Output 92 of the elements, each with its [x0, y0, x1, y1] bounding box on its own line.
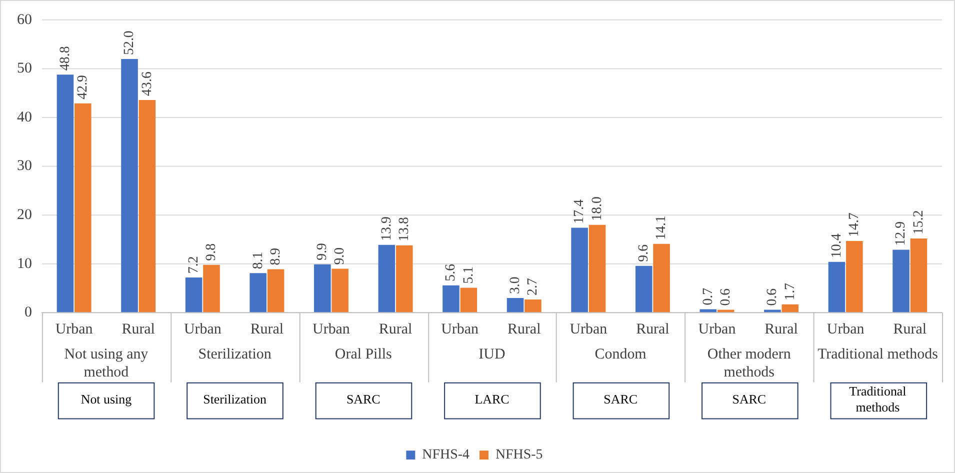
x-tick-label: Rural — [122, 322, 155, 338]
data-label: 9.8 — [204, 243, 220, 261]
data-label: 9.6 — [636, 244, 652, 262]
bar — [524, 300, 542, 312]
bar — [396, 245, 413, 312]
legend-label: NFHS-5 — [495, 448, 543, 463]
data-label: 13.9 — [379, 216, 394, 241]
text: SARC — [346, 392, 380, 407]
bar — [56, 74, 74, 312]
x-tick-label: Rural — [893, 322, 926, 338]
bar — [460, 288, 478, 312]
bar — [378, 244, 396, 312]
y-tick-label: 30 — [16, 158, 32, 174]
bar — [588, 224, 606, 312]
data-label: 52.0 — [122, 30, 138, 55]
y-tick-label: 10 — [16, 256, 32, 272]
x-tick-label: Urban — [570, 322, 608, 338]
bar — [782, 304, 799, 312]
bar — [653, 244, 670, 312]
data-label: 3.0 — [508, 276, 523, 294]
x-tick-label: Urban — [184, 322, 222, 338]
data-label: 18.0 — [590, 196, 605, 221]
data-label: 15.2 — [911, 210, 926, 235]
data-label: 0.6 — [765, 288, 780, 306]
bar — [442, 285, 460, 312]
x-tick-label: Rural — [764, 322, 798, 338]
text: Other modern methods — [707, 346, 792, 380]
data-label: 12.9 — [894, 221, 909, 246]
data-label: 43.6 — [140, 72, 155, 96]
x-tick-label: Urban — [55, 322, 94, 338]
data-label: 8.9 — [268, 248, 284, 266]
bar — [717, 310, 734, 312]
text: SARC — [732, 392, 766, 407]
data-label: 9.0 — [332, 247, 348, 265]
bar — [892, 250, 910, 312]
bar — [635, 266, 652, 312]
data-label: 8.1 — [250, 252, 266, 270]
text: Not using — [80, 392, 132, 407]
y-tick-label: 60 — [16, 12, 32, 28]
data-label: 42.9 — [76, 74, 91, 100]
data-label: 0.6 — [718, 288, 734, 306]
y-tick-label: 50 — [16, 60, 32, 77]
bar — [910, 238, 928, 312]
bar — [250, 273, 266, 312]
bar — [332, 268, 348, 312]
text: Traditional methods — [818, 346, 938, 362]
data-label: 9.9 — [315, 242, 330, 260]
bar — [828, 262, 846, 312]
text: Traditional methods — [849, 384, 907, 415]
x-tick-label: Urban — [312, 322, 350, 338]
data-label: 2.7 — [526, 278, 541, 296]
data-label: 7.2 — [186, 256, 202, 274]
data-label: 14.7 — [847, 212, 862, 237]
x-tick-label: Urban — [698, 322, 736, 338]
text: Sterilization — [203, 392, 267, 407]
legend-label: NFHS-4 — [422, 448, 470, 463]
bar — [571, 228, 588, 312]
y-tick-label: 20 — [16, 207, 32, 224]
bar — [846, 240, 863, 312]
y-tick-label: 0 — [24, 304, 32, 321]
data-label: 14.1 — [654, 216, 670, 240]
x-tick-label: Rural — [508, 322, 541, 338]
bar — [506, 298, 524, 312]
text: Not using any method — [64, 346, 149, 380]
text: LARC — [474, 392, 510, 407]
bar — [138, 100, 156, 312]
bar — [121, 58, 138, 312]
text: Oral Pills — [334, 346, 392, 362]
x-tick-label: Rural — [250, 322, 284, 338]
data-label: 48.8 — [58, 46, 73, 71]
x-tick-label: Rural — [378, 322, 412, 338]
bar — [314, 264, 331, 312]
bar — [764, 310, 781, 312]
data-label: 10.4 — [829, 234, 844, 258]
data-label: 13.8 — [397, 216, 412, 242]
x-tick-label: Urban — [826, 322, 865, 338]
x-tick-label: Urban — [441, 322, 480, 338]
bar — [74, 103, 92, 312]
data-label: 5.1 — [461, 266, 476, 284]
bar — [267, 269, 284, 312]
data-label: 1.7 — [782, 282, 798, 300]
text: Condom — [594, 346, 647, 362]
data-label: 5.6 — [444, 264, 459, 282]
text: SARC — [604, 392, 638, 407]
y-tick-label: 40 — [16, 109, 32, 126]
data-label: 17.4 — [572, 199, 588, 224]
text: Sterilization — [198, 346, 272, 362]
bar — [203, 264, 220, 312]
text: IUD — [478, 346, 506, 362]
data-label: 0.7 — [700, 288, 716, 306]
x-tick-label: Rural — [636, 322, 670, 338]
bar — [185, 278, 202, 312]
